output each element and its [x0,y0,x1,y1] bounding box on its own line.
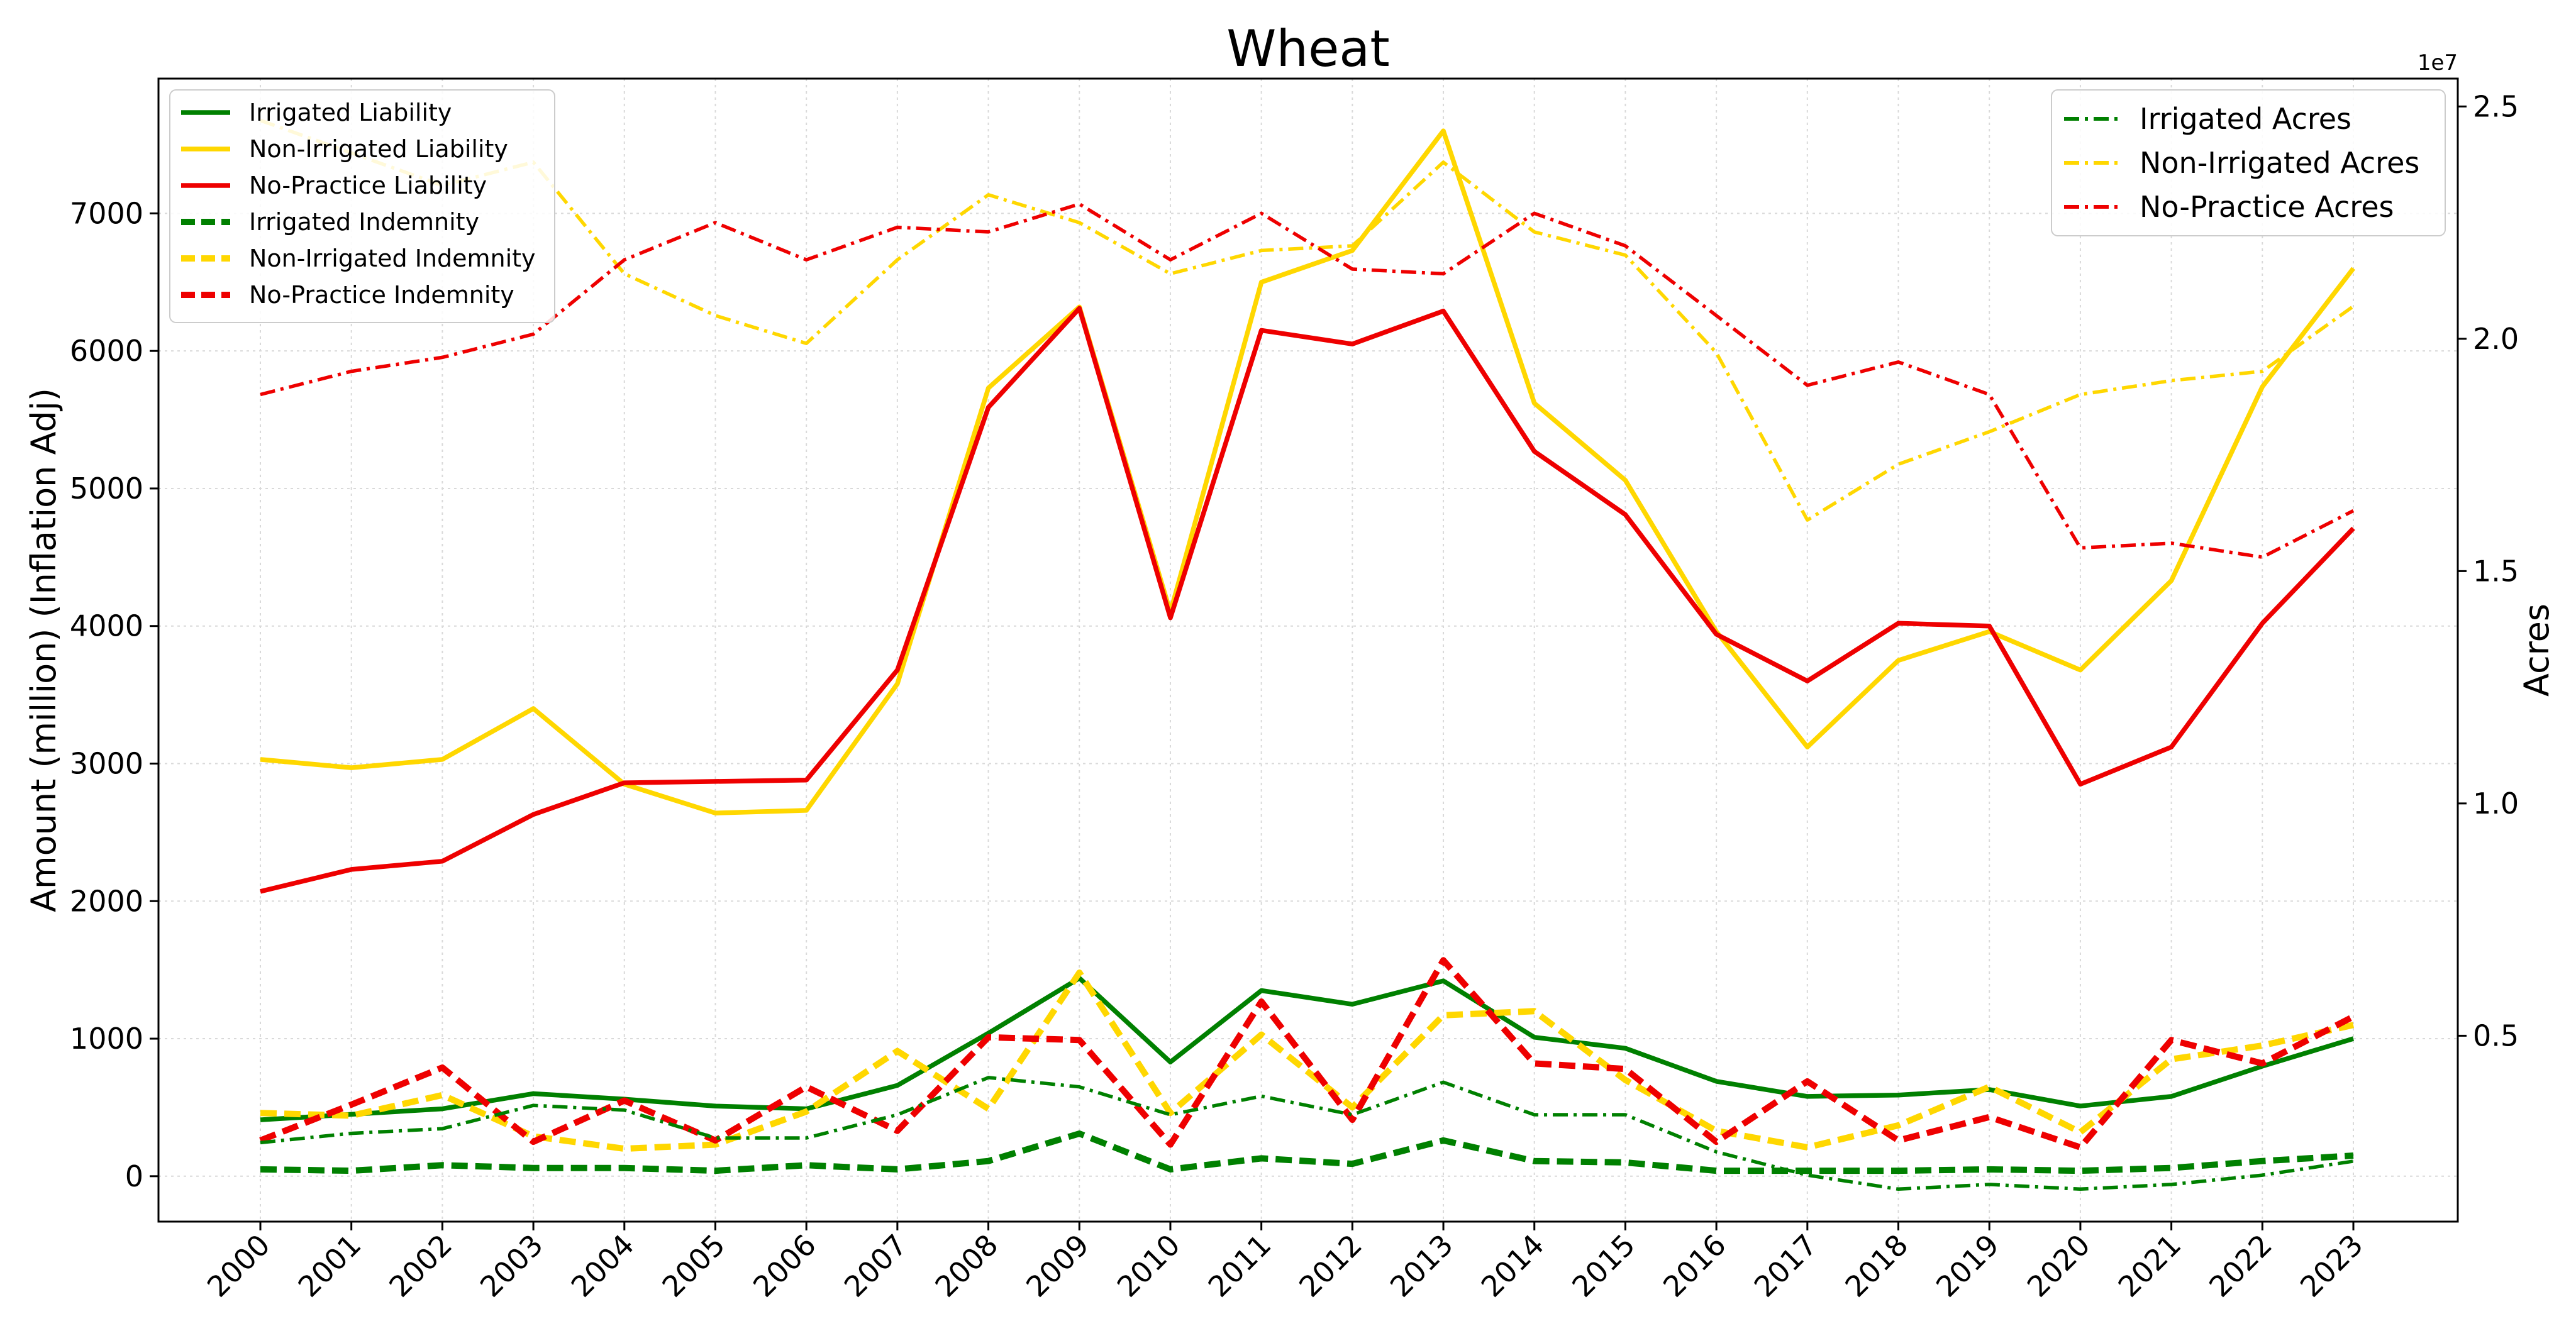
y-tick-label-right-0: 0.5 [2473,1019,2519,1052]
y-tick-label-left-3000: 3000 [70,746,143,780]
legend-label-no-practice-liability: No-Practice Liability [249,172,487,199]
legend-right: Irrigated Acres Non-Irrigated Acres No-Pra… [2051,89,2446,236]
y-tick-label-right-2: 1.5 [2473,554,2519,588]
chart-title: Wheat [1226,19,1389,78]
y-tick-label-left-0: 0 [125,1159,143,1193]
legend-right-box [2051,89,2446,236]
y-tick-label-right-4: 2.5 [2473,89,2519,123]
y-axis-label-left: Amount (million) (Inflation Adj) [24,388,64,912]
legend-left: Irrigated Liability Non-Irrigated Liabili… [169,89,555,323]
legend-label-non-irrigated-liability: Non-Irrigated Liability [249,135,508,163]
series-line-no-practice-liability [260,306,2355,894]
y-tick-label-left-6000: 6000 [70,334,143,368]
series-line-non-irrigated-liability [260,128,2355,815]
legend-label-no-practice-acres: No-Practice Acres [2140,190,2394,224]
legend-label-non-irrigated-indemnity: Non-Irrigated Indemnity [249,245,536,272]
series-line-irrigated-indemnity [260,1130,2354,1174]
legend-label-no-practice-indemnity: No-Practice Indemnity [249,281,514,309]
y-tick-label-left-5000: 5000 [70,472,143,505]
series-line-non-irrigated-indemnity [260,969,2355,1152]
legend-left-box [169,89,555,323]
y-tick-label-left-2000: 2000 [70,884,143,918]
y-tick-label-left-1000: 1000 [70,1022,143,1056]
legend-label-irrigated-indemnity: Irrigated Indemnity [249,208,479,236]
series-line-no-practice-indemnity [259,957,2355,1151]
plot-frame [157,77,2459,1223]
y-tick-label-left-4000: 4000 [70,609,143,643]
y2-offset-text: 1e7 [2418,50,2458,75]
legend-label-non-irrigated-acres: Non-Irrigated Acres [2140,146,2419,180]
legend-label-irrigated-liability: Irrigated Liability [249,99,452,126]
series-line-non-irrigated-acres [260,118,2355,522]
y-tick-label-right-3: 2.0 [2473,322,2519,356]
y-tick-label-right-1: 1.0 [2473,787,2519,820]
series-line-no-practice-acres [260,202,2355,559]
series-line-irrigated-acres [260,1076,2354,1191]
y-axis-label-right: Acres [2517,604,2557,697]
series-layer [259,118,2355,1191]
y-tick-label-left-7000: 7000 [70,196,143,230]
legend-label-irrigated-acres: Irrigated Acres [2140,102,2351,136]
